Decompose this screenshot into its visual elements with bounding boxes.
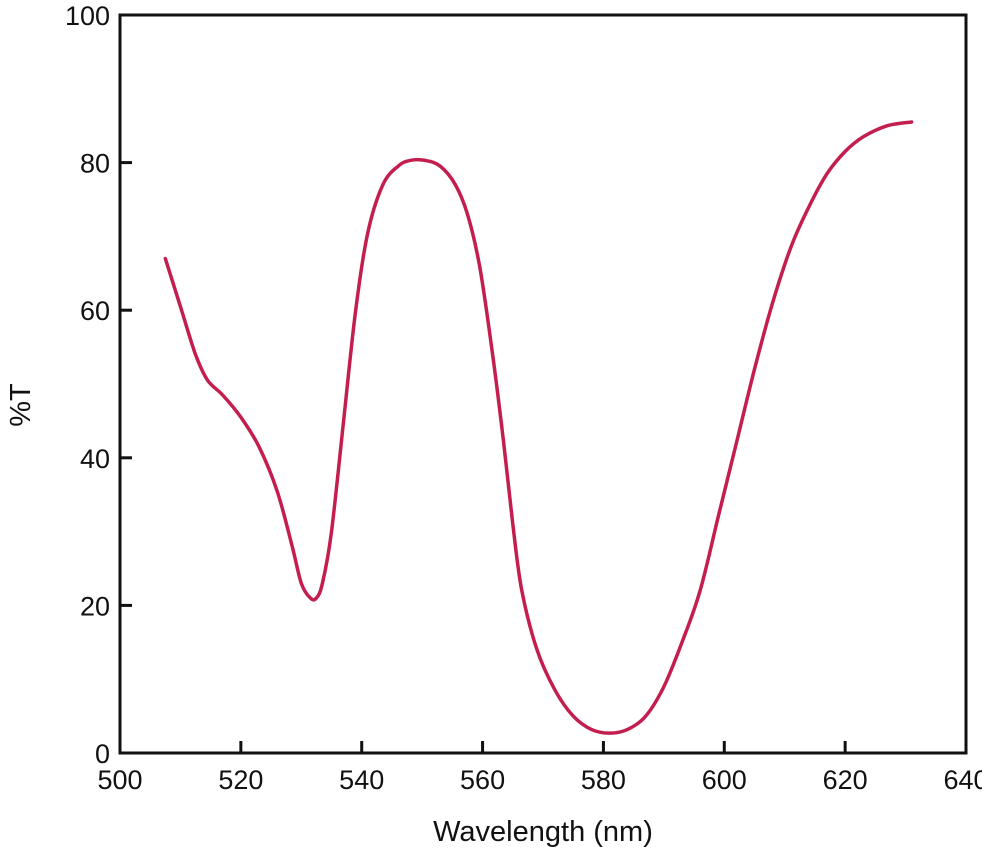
y-axis-label: %T bbox=[5, 383, 37, 427]
x-tick-label: 560 bbox=[460, 765, 505, 795]
x-tick-label: 600 bbox=[702, 765, 747, 795]
x-axis-label: Wavelength (nm) bbox=[433, 816, 653, 848]
x-tick-label: 520 bbox=[218, 765, 263, 795]
y-tick-label: 40 bbox=[80, 444, 110, 474]
y-tick-label: 80 bbox=[80, 149, 110, 179]
x-tick-label: 620 bbox=[823, 765, 868, 795]
x-tick-label: 580 bbox=[581, 765, 626, 795]
series-layer bbox=[163, 120, 914, 735]
plot-frame bbox=[118, 13, 968, 755]
transmittance-line bbox=[163, 120, 914, 735]
y-tick-label: 60 bbox=[80, 296, 110, 326]
x-tick-label: 540 bbox=[339, 765, 384, 795]
y-tick-label: 0 bbox=[95, 739, 110, 769]
y-axis-ticks: 0 20 40 60 80 100 bbox=[65, 1, 132, 769]
x-tick-label: 500 bbox=[97, 765, 142, 795]
x-axis-ticks: 500 520 540 560 580 600 620 640 bbox=[97, 741, 982, 795]
y-tick-label: 100 bbox=[65, 1, 110, 31]
x-tick-label: 640 bbox=[943, 765, 982, 795]
y-tick-label: 20 bbox=[80, 591, 110, 621]
